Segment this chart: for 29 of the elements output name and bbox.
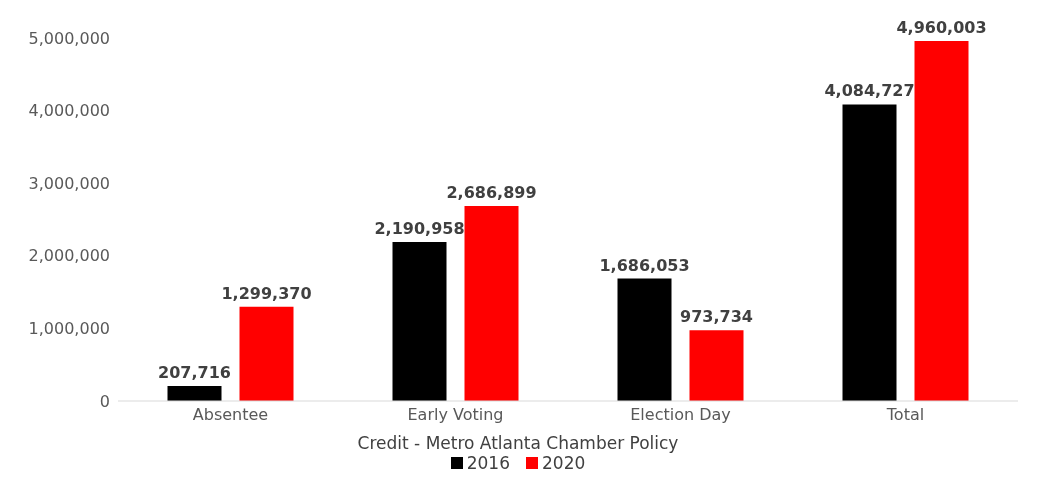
y-tick-label: 5,000,000 [28,28,110,48]
x-tick-label: Total [885,405,925,425]
bar [689,330,744,401]
y-tick-label: 0 [99,391,110,411]
data-label: 1,299,370 [221,283,312,303]
data-label: 973,734 [680,307,753,327]
data-label: 207,716 [158,362,231,382]
x-tick-label: Absentee [192,405,269,425]
bar [842,104,897,401]
bar [392,241,447,401]
data-label: 4,084,727 [824,81,915,101]
data-label: 1,686,053 [599,255,690,275]
y-tick-label: 4,000,000 [28,101,110,121]
y-tick-label: 2,000,000 [28,246,110,266]
bar [914,40,969,401]
legend-label: 2020 [541,453,586,473]
data-label: 2,686,899 [446,182,537,202]
x-tick-label: Election Day [630,405,731,425]
data-label: 4,960,003 [896,17,987,37]
bar [617,278,672,401]
text: Credit - Metro Atlanta Chamber Policy [356,433,680,453]
data-label: 2,190,958 [374,218,465,238]
legend-label: 2016 [465,453,510,473]
bar [167,385,222,401]
x-tick-label: Early Voting [407,405,504,425]
y-tick-label: 1,000,000 [28,319,110,339]
bar [239,306,294,401]
bar [464,205,519,401]
y-tick-label: 3,000,000 [28,173,110,193]
